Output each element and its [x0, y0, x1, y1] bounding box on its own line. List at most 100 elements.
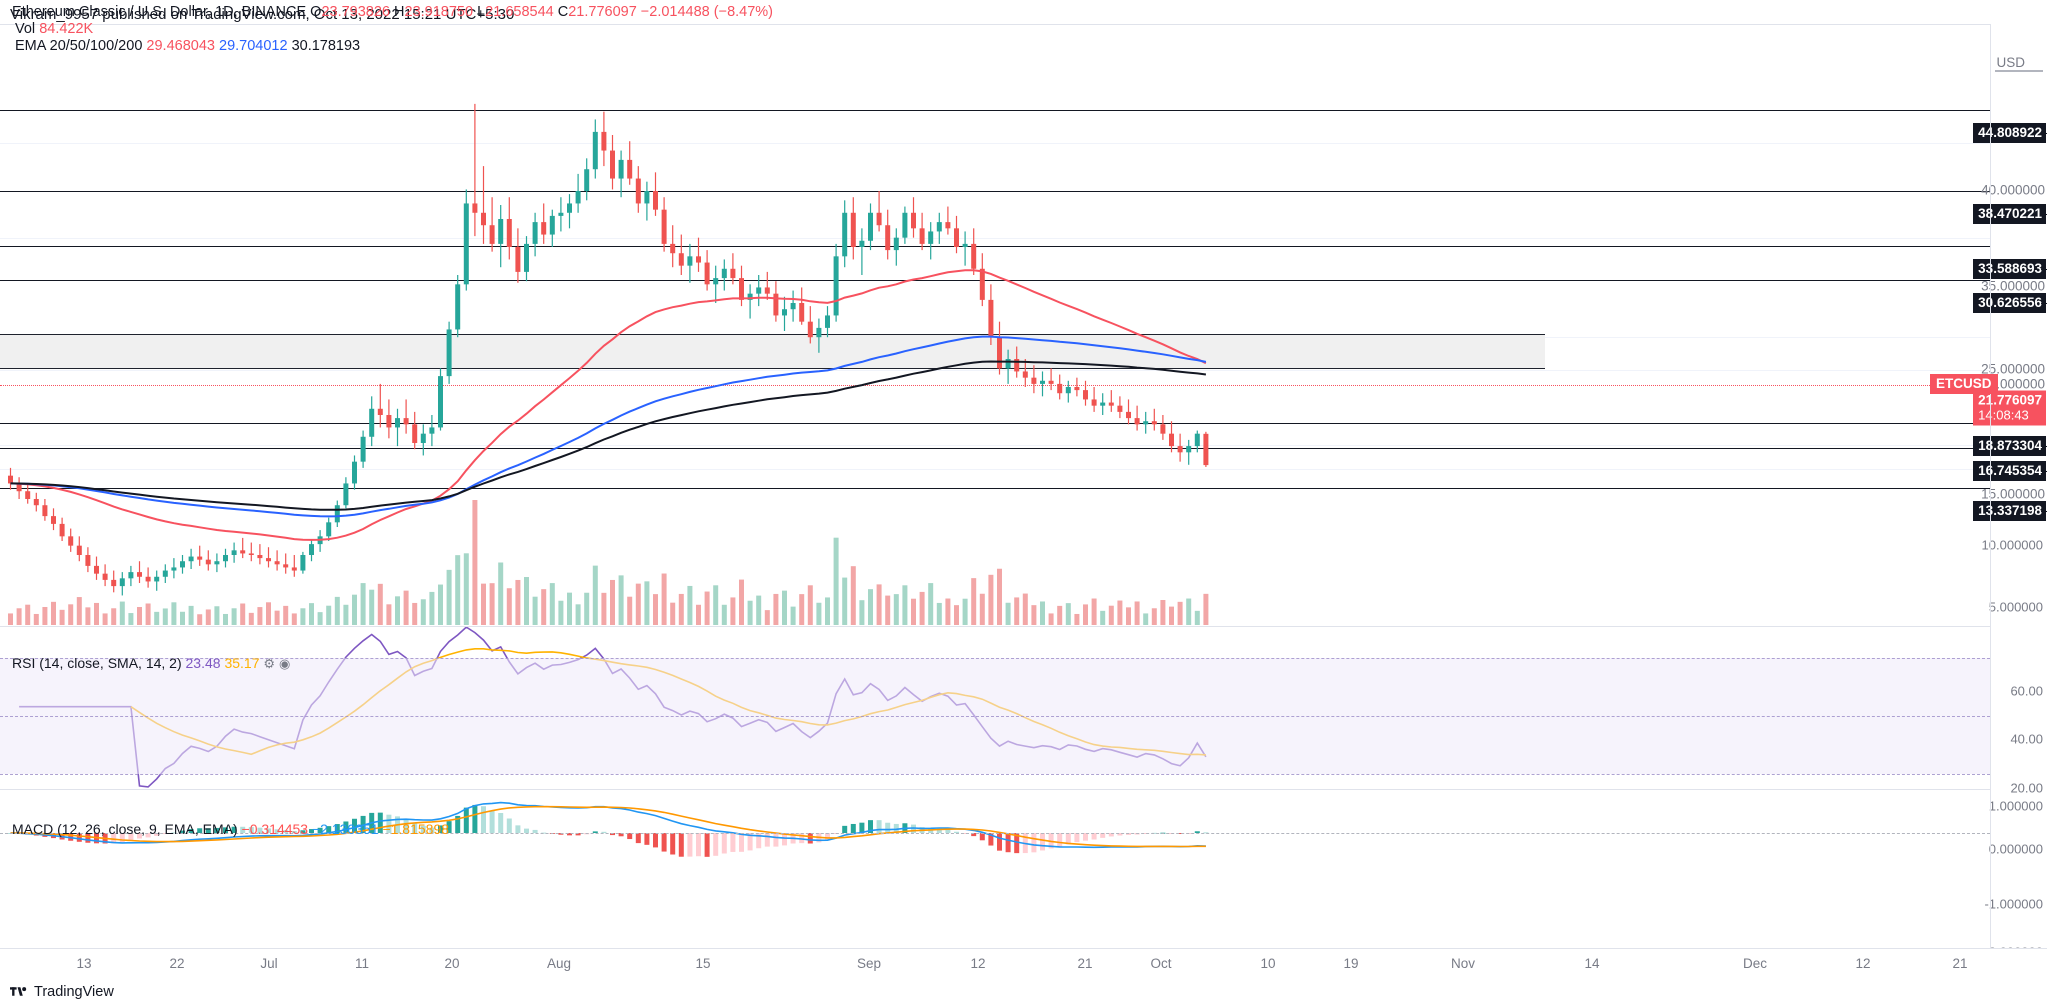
macd-axis-label: 0.000000: [1988, 841, 2043, 857]
rsi-value: 23.48: [185, 655, 221, 671]
level-line-33-58[interactable]: [0, 246, 1990, 247]
legend-ema-row[interactable]: EMA 20/50/100/200 29.468043 29.704012 30…: [12, 38, 773, 55]
pane-separator-rsi-macd[interactable]: [0, 789, 1990, 790]
price-axis-label: 15.000000: [1981, 486, 2045, 502]
time-axis-label: 21: [1952, 956, 1968, 971]
time-axis-label: 14: [1584, 956, 1600, 971]
price-axis-label: 40.000000: [1981, 182, 2045, 198]
rsi-sma-value: 35.17: [224, 655, 260, 671]
time-axis-label: Dec: [1742, 956, 1768, 971]
price-level-tag[interactable]: 13.337198: [1973, 501, 2046, 521]
macd-axis-label: -1.000000: [1984, 896, 2043, 912]
legend-ema-value-2: 29.704012: [219, 38, 288, 54]
axis-tick: [2041, 133, 2047, 134]
gear-icon[interactable]: ⚙: [263, 656, 276, 671]
macd-line-value: −2.130351: [311, 821, 379, 837]
level-line-44-8[interactable]: [0, 110, 1990, 111]
current-price-tag[interactable]: 21.776097 14:08:43: [1973, 390, 2046, 426]
time-axis-label: 12: [1855, 956, 1871, 971]
rsi-overbought-line: [0, 658, 1990, 659]
price-level-tag[interactable]: 18.873304: [1973, 436, 2046, 456]
gridline-25: [0, 370, 1990, 371]
price-axis[interactable]: USD 40.000000 35.000000 30.000000 25.000000…: [1973, 24, 2047, 960]
time-axis-label: Sep: [856, 956, 882, 971]
last-price-line: [0, 385, 1990, 386]
footer: TradingView: [10, 983, 114, 1000]
chart-plot-area[interactable]: RSI (14, close, SMA, 14, 2) 23.48 35.17 …: [0, 24, 1990, 948]
volume-axis-label: 5.000000: [1988, 599, 2043, 615]
tradingview-brand: TradingView: [34, 983, 114, 1000]
price-axis-label: 35.000000: [1981, 278, 2045, 294]
legend-ema-value-1: 29.468043: [146, 38, 215, 54]
time-axis-label: 10: [1260, 956, 1276, 971]
legend-high-label: H: [394, 4, 405, 20]
pane-separator-volume-rsi[interactable]: [0, 626, 1990, 627]
axis-tick: [2041, 446, 2047, 447]
rsi-axis-label: 60.00: [2010, 683, 2043, 699]
gridline-15: [0, 469, 1990, 470]
legend-volume-label: Vol: [15, 21, 36, 37]
price-level-tag[interactable]: 38.470221: [1973, 204, 2046, 224]
price-level-tag[interactable]: 16.745354: [1973, 461, 2046, 481]
time-axis-label: 22: [169, 956, 185, 971]
gridline-20: [0, 445, 1990, 446]
tradingview-logo-icon: [10, 987, 27, 996]
legend-low-value: 21.658544: [485, 4, 554, 20]
time-axis-label: 19: [1343, 956, 1359, 971]
macd-title: MACD (12, 26, close, 9, EMA, EMA): [12, 821, 238, 837]
legend-high-value: 23.918750: [404, 4, 474, 20]
currency-underline: [1995, 70, 2043, 72]
rsi-legend[interactable]: RSI (14, close, SMA, 14, 2) 23.48 35.17 …: [12, 655, 290, 672]
macd-signal-value: −1.815898: [382, 821, 450, 837]
macd-legend[interactable]: MACD (12, 26, close, 9, EMA, EMA) −0.314…: [12, 821, 449, 837]
rsi-mid-line: [0, 716, 1990, 717]
rsi-oversold-line: [0, 774, 1990, 775]
level-line-38-47[interactable]: [0, 191, 1990, 192]
time-axis-label: Oct: [1150, 956, 1172, 971]
time-axis-label: 15: [695, 956, 711, 971]
gridline-40: [0, 143, 1990, 144]
eye-icon[interactable]: ◉: [278, 656, 291, 671]
level-line-16-74[interactable]: [0, 448, 1990, 449]
legend-close-label: C: [557, 4, 569, 20]
legend-close-value: 21.776097: [568, 4, 637, 20]
price-level-tag[interactable]: 30.626556: [1973, 293, 2046, 313]
support-zone-rectangle[interactable]: [0, 334, 1545, 369]
macd-hist-value: −0.314453: [241, 821, 309, 837]
axis-divider: [1990, 24, 1991, 948]
time-axis-label: 11: [354, 956, 370, 971]
price-level-tag[interactable]: 33.588693: [1973, 259, 2046, 279]
axis-tick: [2041, 471, 2047, 472]
legend-volume-row[interactable]: Vol 84.422K: [12, 21, 773, 38]
level-line-18-87[interactable]: [0, 423, 1990, 424]
gridline-35: [0, 238, 1990, 239]
time-axis-label: Aug: [546, 956, 572, 971]
time-axis[interactable]: 13 22 Jul 11 20 Aug 15 Sep 12 21 Oct 10 19 Nov 14 Dec 12…: [0, 948, 2047, 978]
legend-ema-value-3: 30.178193: [291, 38, 361, 54]
level-line-30-62[interactable]: [0, 280, 1990, 281]
time-axis-label: Nov: [1450, 956, 1476, 971]
legend-volume-value: 84.422K: [39, 21, 94, 37]
legend-low-label: L: [477, 4, 486, 20]
candlestick-series: [8, 103, 1209, 857]
time-axis-label: 20: [444, 956, 460, 971]
time-axis-label: 21: [1077, 956, 1093, 971]
symbol-price-tag[interactable]: ETCUSD: [1930, 374, 1998, 394]
price-axis-label: 25.000000: [1981, 361, 2045, 377]
chart-legend[interactable]: Ethereum Classic / U.S. Dollar, 1D, BINA…: [12, 4, 773, 55]
legend-symbol-row[interactable]: Ethereum Classic / U.S. Dollar, 1D, BINA…: [12, 4, 773, 21]
axis-tick: [2041, 214, 2047, 215]
time-axis-label: 13: [76, 956, 92, 971]
axis-tick: [2041, 303, 2047, 304]
time-axis-label: 12: [970, 956, 986, 971]
countdown-timer: 14:08:43: [1978, 407, 2029, 423]
rsi-axis-label: 20.00: [2010, 780, 2043, 796]
level-line-13-33[interactable]: [0, 488, 1990, 489]
currency-label: USD: [1996, 55, 2025, 70]
publisher-byline: Vikram_9957 published on TradingView.com…: [10, 6, 515, 23]
current-price-value: 21.776097: [1978, 392, 2042, 408]
legend-ema-label: EMA 20/50/100/200: [15, 38, 143, 54]
rsi-axis-label: 40.00: [2010, 731, 2043, 747]
macd-axis-label: 1.000000: [1988, 798, 2043, 814]
price-level-tag[interactable]: 44.808922: [1973, 123, 2046, 143]
